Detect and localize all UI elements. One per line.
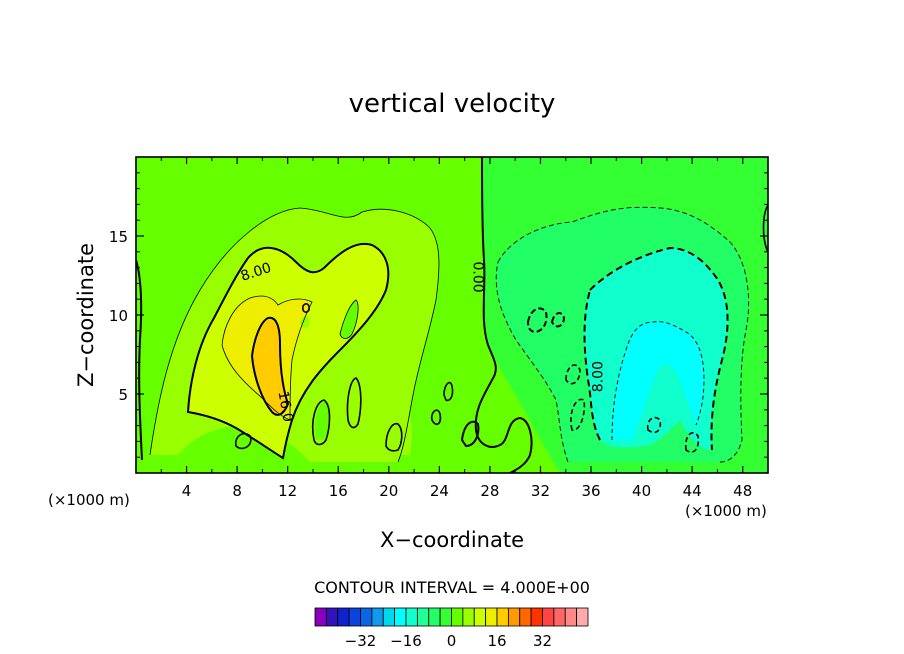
colorbar-swatch-5 <box>371 607 384 627</box>
x-tick-label-40: 40 <box>632 482 651 500</box>
colorbar-swatch-17 <box>507 607 521 627</box>
contour-line-hole-1 <box>339 299 359 339</box>
x-tick-label-28: 28 <box>480 482 499 500</box>
contour-label-2: 16.0 <box>275 390 296 423</box>
contour-fill-right-hole <box>528 308 547 332</box>
chart-title: vertical velocity <box>349 89 556 119</box>
x-tick-label-16: 16 <box>329 482 348 500</box>
colorbar-swatch-4 <box>360 607 373 627</box>
contour-fill-left-hole-2 <box>300 316 310 328</box>
colorbar-swatch-3 <box>348 607 361 627</box>
x-tick-label-8: 8 <box>232 482 242 500</box>
colorbar-swatch-15 <box>485 607 498 627</box>
contour-line-right-edge <box>762 204 768 253</box>
contour-fill-cell-3 <box>314 400 331 440</box>
x-axis-ticks: 4 8 12 16 20 24 28 32 36 40 44 48 <box>160 157 752 500</box>
contour-line-hole-2 <box>302 303 310 313</box>
y-tick-label-15: 15 <box>109 228 128 246</box>
colorbar-swatch-0 <box>314 607 327 627</box>
contour-line-neg12 <box>611 321 705 441</box>
x-units-right: (×1000 m) <box>685 502 767 520</box>
colorbar-swatch-23 <box>576 607 589 627</box>
contour-line-12 <box>221 295 313 421</box>
contour-line-neg4 <box>495 206 750 463</box>
colorbar-swatch-7 <box>394 607 407 627</box>
colorbar-swatch-21 <box>553 607 566 627</box>
contour-label-3: 8.00 <box>591 361 607 392</box>
contour-line-zero <box>474 157 533 473</box>
contour-line-8 <box>186 242 390 460</box>
y-axis-ticks: 5 10 15 <box>109 172 768 458</box>
contour-line-neg8 <box>583 246 729 451</box>
plot-area <box>136 157 768 473</box>
colorbar-label--16: −16 <box>390 632 422 650</box>
colorbar-label-16: 16 <box>487 632 506 650</box>
colorbar <box>314 607 589 627</box>
colorbar-label-0: 0 <box>447 632 457 650</box>
x-axis-label: X−coordinate <box>380 528 524 552</box>
y-axis-label: Z−coordinate <box>74 243 98 387</box>
contour-fill-right-12 <box>612 321 704 440</box>
colorbar-swatch-9 <box>416 607 430 627</box>
x-tick-label-36: 36 <box>581 482 600 500</box>
contour-line-right-hole <box>526 307 548 334</box>
contour-line-cell-5 <box>443 381 454 402</box>
colorbar-swatch-6 <box>382 607 396 627</box>
contour-line-cell-6 <box>430 409 442 426</box>
colorbar-swatch-10 <box>428 607 441 627</box>
y-tick-label-5: 5 <box>118 386 128 404</box>
colorbar-swatch-8 <box>405 607 418 627</box>
colorbar-label--32: −32 <box>345 632 377 650</box>
colorbar-swatch-2 <box>337 607 350 627</box>
contour-label-1: 0.00 <box>469 261 485 292</box>
colorbar-swatch-18 <box>519 607 532 627</box>
colorbar-swatch-22 <box>564 607 578 627</box>
colorbar-label-32: 32 <box>533 632 552 650</box>
colorbar-swatch-19 <box>530 607 543 627</box>
colorbar-swatch-16 <box>496 607 509 627</box>
contour-line-right-small-1 <box>565 364 581 385</box>
contour-fill-left-hole-1 <box>340 300 359 339</box>
x-tick-label-32: 32 <box>531 482 550 500</box>
x-tick-label-12: 12 <box>278 482 297 500</box>
contour-line-16 <box>250 316 290 416</box>
contour-line-right-small-3 <box>684 432 700 453</box>
x-units-left: (×1000 m) <box>48 491 130 509</box>
contour-line-right-small-2 <box>570 398 586 431</box>
contour-interval-text: CONTOUR INTERVAL = 4.000E+00 <box>314 578 590 597</box>
contour-line-cell-3 <box>311 399 331 446</box>
contour-fill-cell-4 <box>237 435 251 448</box>
x-tick-label-20: 20 <box>379 482 398 500</box>
colorbar-swatch-20 <box>542 607 555 627</box>
contour-line-cell-4 <box>234 432 252 450</box>
colorbar-swatch-1 <box>325 607 339 627</box>
x-tick-label-44: 44 <box>683 482 702 500</box>
colorbar-swatch-13 <box>462 607 475 627</box>
colorbar-swatch-14 <box>473 607 487 627</box>
contour-line-zero-cell <box>460 420 480 448</box>
x-tick-label-24: 24 <box>430 482 449 500</box>
colorbar-swatch-12 <box>451 607 464 627</box>
contour-fill-cell-1 <box>382 402 412 455</box>
contour-line-cell-2 <box>346 377 362 429</box>
x-tick-label-4: 4 <box>182 482 192 500</box>
x-tick-label-48: 48 <box>733 482 752 500</box>
y-tick-label-10: 10 <box>109 307 128 325</box>
contour-line-right-hole-2 <box>550 312 566 328</box>
contour-line-zero-left <box>136 259 143 461</box>
colorbar-swatch-11 <box>439 607 452 627</box>
contour-line-4 <box>149 207 440 463</box>
contour-line-cell-1 <box>385 423 403 452</box>
contour-fill-right-hole-2 <box>552 313 564 327</box>
colorbar-labels: −32 −16 0 16 32 <box>345 632 552 650</box>
